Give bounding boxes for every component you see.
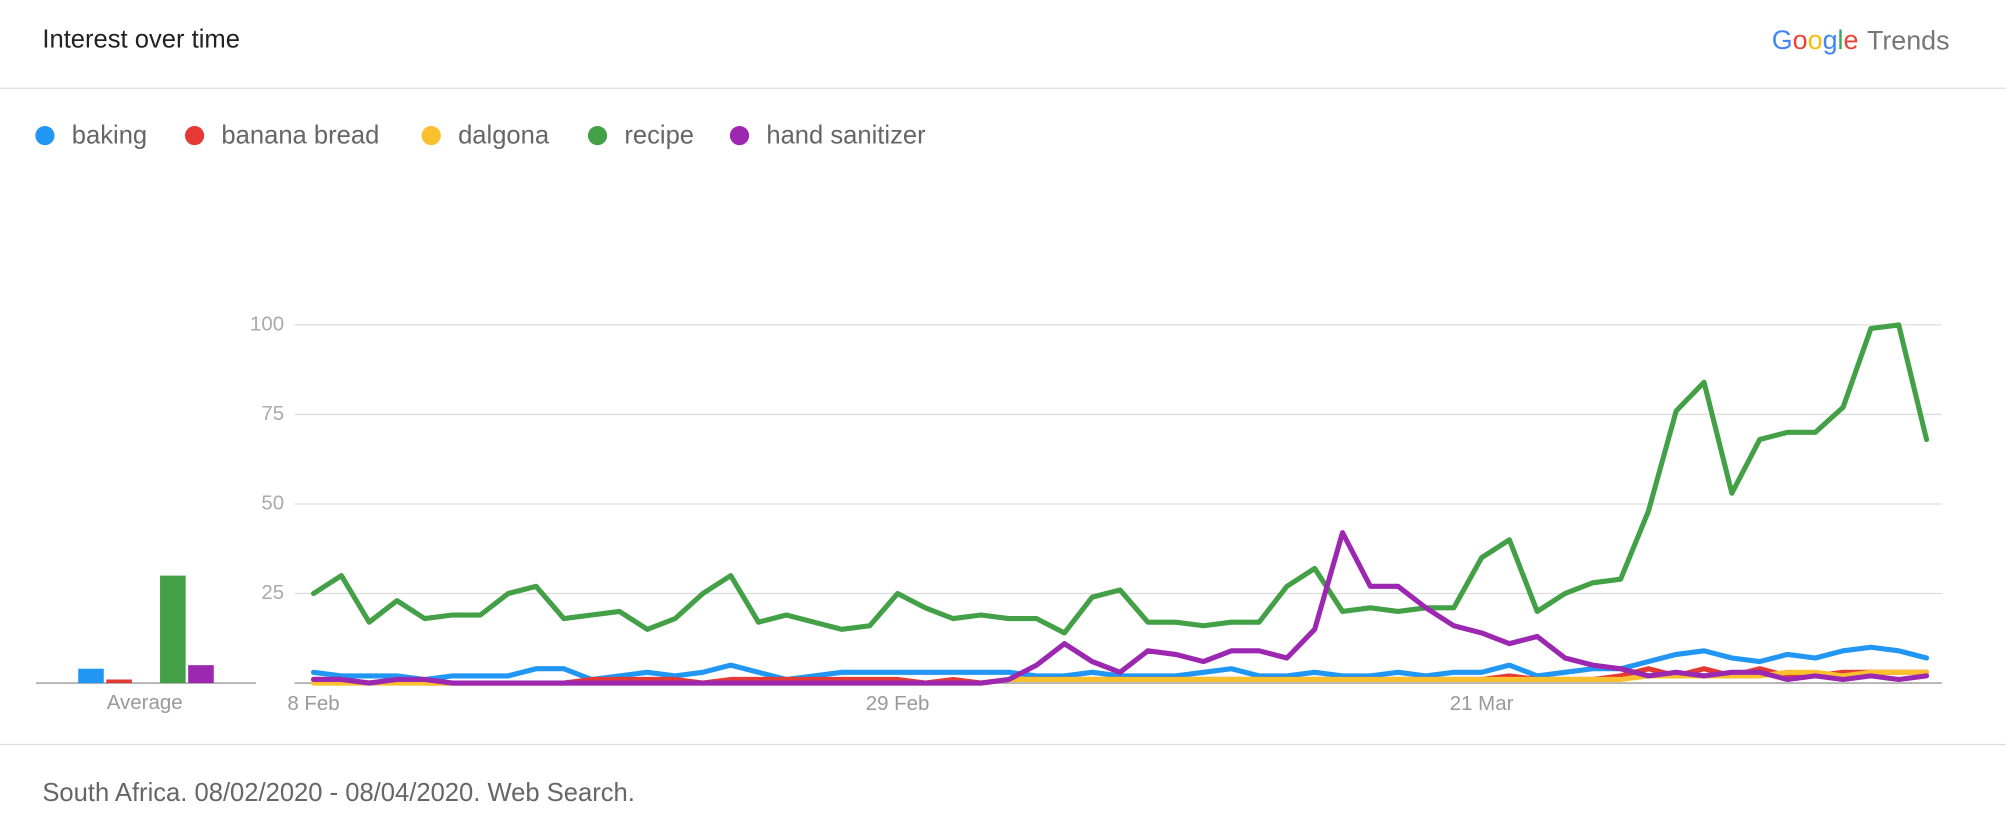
- y-tick-label: 75: [261, 402, 284, 425]
- average-bar: [78, 668, 104, 684]
- y-tick-label: 25: [261, 581, 284, 604]
- legend-label: hand sanitizer: [766, 122, 926, 150]
- average-label: Average: [107, 691, 183, 714]
- y-tick-label: 100: [250, 312, 284, 335]
- x-tick-label: 8 Feb: [287, 692, 339, 715]
- y-tick-label: 50: [261, 491, 284, 514]
- logo-brand: Google: [1772, 25, 1859, 55]
- legend-marker: [587, 125, 608, 146]
- legend-label: dalgona: [458, 122, 550, 150]
- average-bar: [188, 665, 214, 684]
- legend-marker: [421, 125, 441, 146]
- header-title: Interest over time: [42, 26, 240, 54]
- legend-label: recipe: [624, 122, 694, 150]
- series-line: [310, 644, 1930, 683]
- average-bar: [106, 679, 132, 684]
- legend-marker: [35, 125, 55, 146]
- x-tick-label: 21 Mar: [1450, 692, 1514, 715]
- series-line: [310, 322, 1930, 636]
- legend-marker: [729, 125, 750, 146]
- logo-product: Trends: [1867, 25, 1950, 55]
- legend-label: banana bread: [221, 122, 379, 150]
- series-line: [310, 530, 1930, 686]
- footer-text: South Africa. 08/02/2020 - 08/04/2020. W…: [42, 779, 635, 807]
- x-tick-label: 29 Feb: [866, 692, 930, 715]
- average-bar: [160, 575, 186, 684]
- legend-label: baking: [72, 122, 147, 150]
- legend-marker: [184, 125, 205, 146]
